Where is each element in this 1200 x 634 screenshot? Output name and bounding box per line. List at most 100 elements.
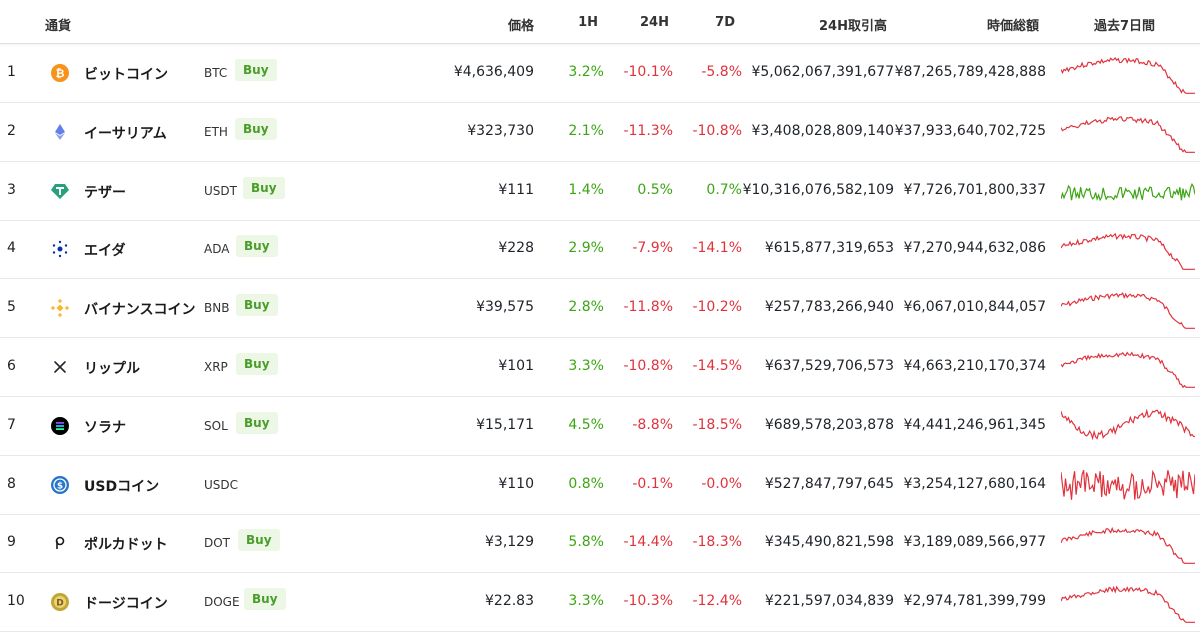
market-cap: ¥37,933,640,702,725 [894, 122, 1046, 139]
change-7d: -12.4% [692, 593, 742, 610]
buy-button[interactable]: Buy [235, 117, 277, 140]
change-24h: 0.5% [637, 181, 673, 198]
coin-name-link[interactable]: バイナンスコイン [84, 302, 196, 319]
price: ¥3,129 [485, 534, 534, 551]
coin-ticker: BTC [204, 66, 228, 80]
tether-icon [51, 183, 69, 199]
market-cap: ¥6,067,010,844,057 [903, 299, 1046, 316]
header-1h[interactable]: 1H [578, 15, 598, 30]
change-24h: -10.1% [623, 64, 673, 80]
svg-text:₿: ₿ [56, 67, 65, 80]
rank: 9 [7, 534, 16, 551]
change-1h: 2.8% [568, 299, 604, 316]
buy-button[interactable]: Buy [243, 176, 285, 199]
coin-ticker: ETH [204, 124, 228, 139]
coin-row[interactable]: 6 リップル XRP Buy ¥101 3.3% -10.8% -14.5% ¥637,529,… [0, 338, 1200, 397]
buy-button[interactable]: Buy [238, 529, 280, 552]
change-24h: -11.8% [623, 299, 673, 316]
price: ¥111 [498, 181, 534, 198]
coin-ticker: DOGE [204, 595, 240, 610]
change-1h: 2.9% [568, 240, 604, 257]
coin-row[interactable]: 8 $ USDコイン USDC ¥110 0.8% -0.1% -0.0% ¥527,847,7… [0, 456, 1200, 515]
volume-24h: ¥689,578,203,878 [764, 416, 894, 433]
change-1h: 5.8% [568, 534, 604, 551]
coin-row[interactable]: 9 ポルカドット DOT Buy ¥3,129 5.8% -14.4% -18.3% ¥345,… [0, 514, 1200, 574]
coin-ticker: BNB [204, 301, 230, 316]
buy-button[interactable]: Buy [235, 59, 277, 81]
rank: 10 [7, 593, 25, 610]
change-1h: 3.3% [568, 358, 604, 374]
coin-name-link[interactable]: ビットコイン [84, 67, 168, 83]
volume-24h: ¥221,597,034,839 [764, 593, 894, 610]
coin-name-link[interactable]: ドージコイン [84, 596, 168, 613]
volume-24h: ¥527,847,797,645 [764, 475, 894, 492]
coin-ticker: DOT [204, 536, 231, 551]
coin-ticker: XRP [204, 360, 228, 374]
header-market-cap[interactable]: 時価総額 [986, 19, 1039, 34]
coin-name-link[interactable]: USDコイン [84, 478, 160, 495]
price: ¥4,636,409 [453, 64, 534, 80]
coin-row[interactable]: 10 D ドージコイン DOGE Buy ¥22.83 3.3% -10.3% -12.4% ¥2… [0, 573, 1200, 633]
market-cap: ¥7,726,701,800,337 [903, 181, 1046, 198]
change-24h: -14.4% [623, 534, 673, 551]
cardano-icon [52, 241, 68, 258]
header-currency[interactable]: 通貨 [45, 19, 72, 34]
market-cap: ¥3,254,127,680,164 [903, 475, 1046, 492]
coin-name-link[interactable]: エイダ [84, 243, 126, 260]
price: ¥15,171 [476, 416, 534, 433]
volume-24h: ¥345,490,821,598 [764, 534, 894, 551]
buy-button[interactable]: Buy [236, 294, 278, 317]
binance-icon [51, 299, 69, 318]
buy-button[interactable]: Buy [244, 588, 286, 611]
coin-name-link[interactable]: イーサリアム [84, 125, 167, 142]
usdc-icon: $ [51, 475, 69, 494]
change-7d: -14.1% [692, 240, 742, 257]
volume-24h: ¥637,529,706,573 [764, 358, 894, 374]
coin-row[interactable]: 2 イーサリアム ETH Buy ¥323,730 2.1% -11.3% -10.8% ¥3,… [0, 103, 1200, 162]
sparkline-7d [1061, 527, 1195, 565]
coin-name-link[interactable]: ソラナ [84, 419, 126, 436]
header-7d[interactable]: 7D [715, 15, 735, 30]
volume-24h: ¥615,877,319,653 [764, 240, 894, 257]
coin-row[interactable]: 5 バイナンスコイン BNB Buy ¥39,575 2.8% -11.8% -10.2% ¥2… [0, 279, 1200, 339]
change-7d: -10.8% [692, 122, 742, 139]
coin-name-link[interactable]: ポルカドット [84, 537, 168, 554]
sparkline-7d [1061, 585, 1195, 624]
price: ¥110 [498, 475, 534, 492]
table-header: 通貨 価格 1H 24H 7D 24H取引高 時価総額 過去7日間 [0, 0, 1200, 44]
header-price[interactable]: 価格 [507, 19, 534, 34]
buy-button[interactable]: Buy [236, 235, 278, 258]
coin-name-link[interactable]: リップル [84, 361, 140, 377]
svg-text:$: $ [57, 481, 63, 491]
header-24h-volume[interactable]: 24H取引高 [819, 19, 887, 34]
sparkline-7d [1061, 408, 1195, 441]
market-cap: ¥3,189,089,566,977 [903, 534, 1046, 551]
change-1h: 1.4% [568, 181, 604, 198]
coin-row[interactable]: 3 テザー USDT Buy ¥111 1.4% 0.5% 0.7% ¥10,316,076,5… [0, 162, 1200, 221]
price: ¥22.83 [485, 593, 534, 610]
rank: 1 [7, 64, 16, 80]
volume-24h: ¥257,783,266,940 [764, 299, 894, 316]
bitcoin-icon: ₿ [51, 64, 69, 82]
change-1h: 3.3% [568, 593, 604, 610]
change-24h: -10.3% [623, 593, 673, 610]
rank: 8 [7, 475, 16, 492]
sparkline-7d [1061, 182, 1195, 201]
coin-name-link[interactable]: テザー [84, 184, 126, 201]
coin-row[interactable]: 4 エイダ ADA Buy ¥228 2.9% -7.9% -14.1% ¥615,877,31… [0, 220, 1200, 280]
coin-row[interactable]: 1 ₿ ビットコイン BTC Buy ¥4,636,409 3.2% -10.1% -5.8% ¥… [0, 44, 1200, 103]
market-cap: ¥2,974,781,399,799 [903, 593, 1046, 610]
price: ¥101 [498, 358, 534, 374]
rank: 7 [7, 416, 16, 433]
coin-ticker: USDC [204, 477, 239, 492]
sparkline-7d [1061, 57, 1195, 94]
change-24h: -0.1% [632, 475, 673, 492]
price: ¥39,575 [476, 299, 534, 316]
change-24h: -10.8% [623, 358, 673, 374]
buy-button[interactable]: Buy [236, 411, 278, 434]
xrp-icon [54, 361, 66, 373]
buy-button[interactable]: Buy [236, 353, 278, 375]
coin-row[interactable]: 7 ソラナ SOL Buy ¥15,171 4.5% -8.8% -18.5% ¥689,578… [0, 397, 1200, 456]
header-24h[interactable]: 24H [640, 15, 669, 30]
change-24h: -8.8% [632, 416, 673, 433]
